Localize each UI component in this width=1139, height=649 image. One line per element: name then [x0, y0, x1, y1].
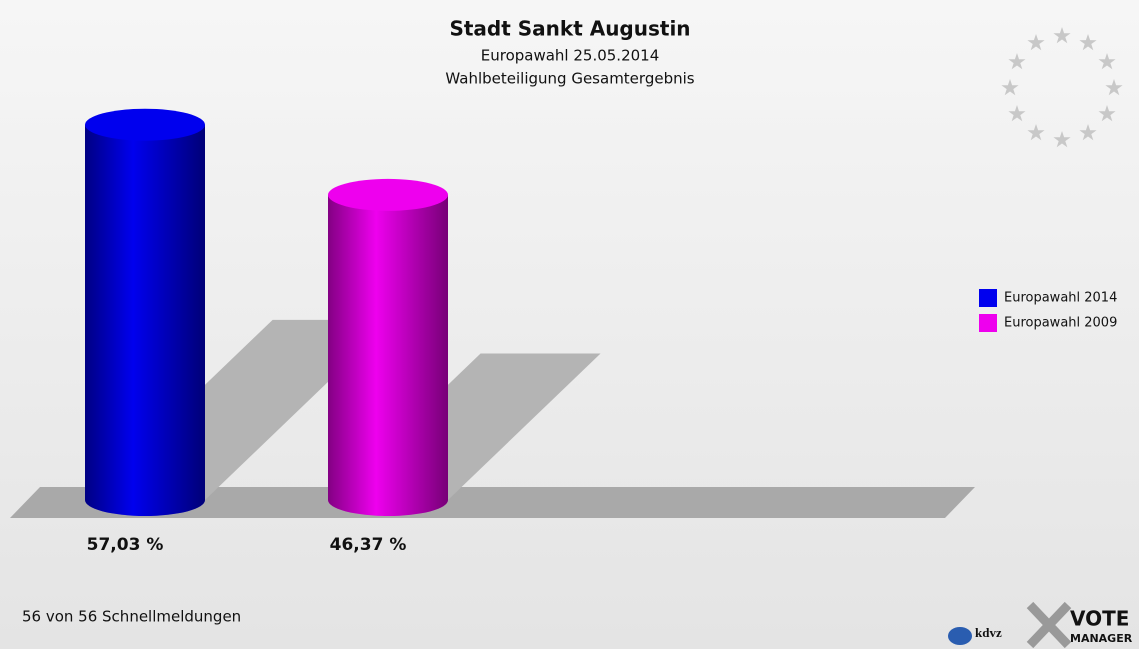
star — [1053, 27, 1071, 44]
legend-label: Europawahl 2009 — [1004, 316, 1117, 331]
star — [1098, 105, 1116, 122]
star — [1001, 79, 1019, 96]
star — [1008, 53, 1026, 70]
logo-text: kdvz — [975, 625, 1002, 640]
legend-swatch — [979, 289, 997, 307]
chart-subtitle: Europawahl 25.05.2014 — [481, 47, 660, 65]
star — [1098, 53, 1116, 70]
star — [1079, 34, 1097, 51]
star — [1008, 105, 1026, 122]
legend-swatch — [979, 314, 997, 332]
bar-shading — [328, 194, 448, 516]
logo-text: VOTE — [1070, 607, 1129, 631]
chart-subtitle: Wahlbeteiligung Gesamtergebnis — [445, 70, 694, 88]
logo-cross — [1026, 601, 1072, 649]
value-label: 57,03 % — [87, 535, 164, 555]
bar-top — [85, 108, 205, 141]
logo-icon — [948, 627, 972, 645]
footer: 56 von 56 Schnellmeldungen — [22, 608, 241, 626]
star — [1027, 124, 1045, 141]
star — [1105, 79, 1123, 96]
eu-stars — [1001, 27, 1123, 148]
star — [1027, 34, 1045, 51]
floor-shadow — [10, 487, 975, 518]
star — [1079, 124, 1097, 141]
bar-top — [328, 178, 448, 211]
legend-label: Europawahl 2014 — [1004, 291, 1117, 306]
logo-text: MANAGER — [1070, 632, 1133, 645]
star — [1053, 131, 1071, 148]
value-label: 46,37 % — [330, 535, 407, 555]
bar-shading — [85, 124, 205, 516]
chart-title: Stadt Sankt Augustin — [449, 17, 690, 41]
